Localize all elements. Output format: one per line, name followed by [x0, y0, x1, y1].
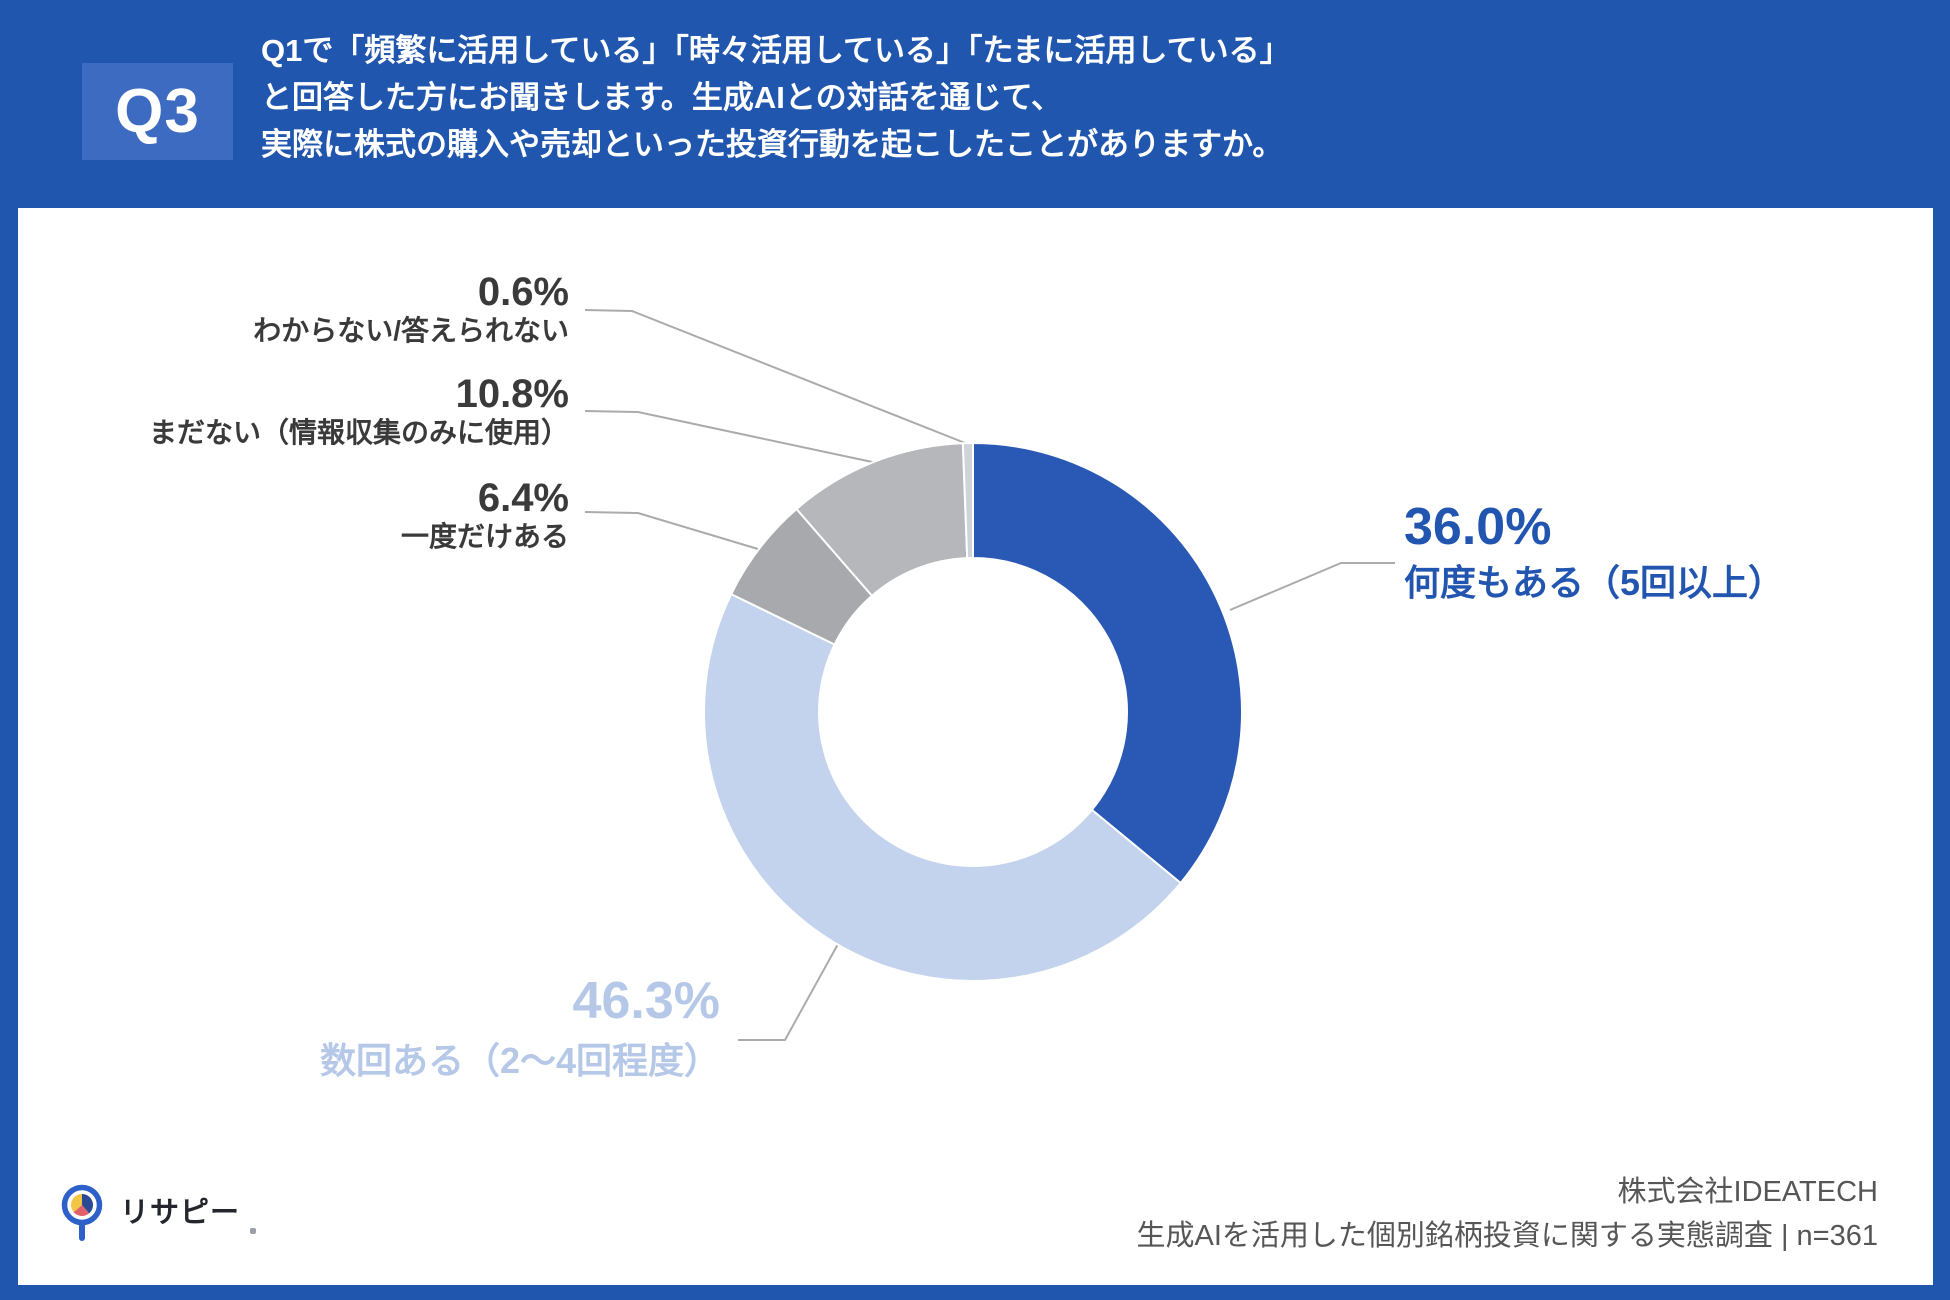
leader-line-madanai: [584, 410, 878, 464]
question-number-badge: Q3: [82, 63, 233, 160]
callout-label: 数回ある（2〜4回程度）: [319, 1040, 720, 1081]
callout-label: 何度もある（5回以上）: [1404, 562, 1785, 603]
callout-nandomo: 36.0% 何度もある（5回以上）: [1404, 498, 1784, 606]
donut-segment-0: [972, 441, 1243, 885]
donut-segments: [702, 441, 1243, 982]
researpy-logo: リサピー: [58, 1178, 257, 1242]
logo-text: リサピー: [120, 1197, 241, 1229]
logo-pie-slice-2: [71, 1194, 82, 1213]
footer-credit: 株式会社IDEATECH 生成AIを活用した個別銘柄投資に関する実態調査 | n…: [1137, 1170, 1879, 1258]
callout-label: わからない/答えられない: [253, 315, 569, 346]
donut-segment-4: [961, 441, 974, 560]
chart-panel: 0.6% わからない/答えられない 10.8% まだない（情報収集のみに使用） …: [18, 208, 1933, 1285]
callout-percent: 36.0%: [1404, 498, 1552, 556]
question-line-2: と回答した方にお聞きします。生成AIとの対話を通じて、: [261, 80, 1063, 115]
question-line-3: 実際に株式の購入や売却といった投資行動を起こしたことがありますか。: [261, 127, 1284, 162]
logo-magnifier-pie-icon: [61, 1184, 103, 1241]
survey-name: 生成AIを活用した個別銘柄投資に関する実態調査 | n=361: [1136, 1220, 1879, 1252]
callout-percent: 10.8%: [455, 372, 569, 416]
callout-percent: 46.3%: [572, 972, 720, 1030]
callout-label: 一度だけある: [400, 521, 569, 552]
question-number-label: Q3: [115, 77, 200, 146]
logo-period-dot: [250, 1228, 257, 1234]
leader-line-wakaranai: [584, 309, 966, 444]
donut-segment-1: [702, 592, 1183, 982]
callout-madanai: 10.8% まだない（情報収集のみに使用）: [18, 372, 569, 450]
leader-line-nandomo: [1229, 562, 1395, 611]
logo-pie-slice-0: [82, 1194, 93, 1214]
question-line-1: Q1で「頻繁に活用している」「時々活用している」「たまに活用している」: [261, 33, 1291, 68]
callout-ichido: 6.4% 一度だけある: [18, 476, 569, 554]
leader-line-sukai: [738, 943, 839, 1041]
callout-percent: 6.4%: [477, 476, 569, 520]
company-name: 株式会社IDEATECH: [1617, 1176, 1878, 1208]
callout-label: まだない（情報収集のみに使用）: [148, 417, 569, 448]
logo-pie-slice-1: [73, 1205, 90, 1216]
callout-wakaranai: 0.6% わからない/答えられない: [18, 270, 569, 348]
question-text: Q1で「頻繁に活用している」「時々活用している」「たまに活用している」 と回答し…: [261, 27, 1291, 168]
callout-sukai: 46.3% 数回ある（2〜4回程度）: [320, 972, 720, 1084]
donut-chart: [584, 309, 1395, 1041]
callout-percent: 0.6%: [477, 270, 569, 314]
leader-line-ichido: [584, 511, 759, 550]
